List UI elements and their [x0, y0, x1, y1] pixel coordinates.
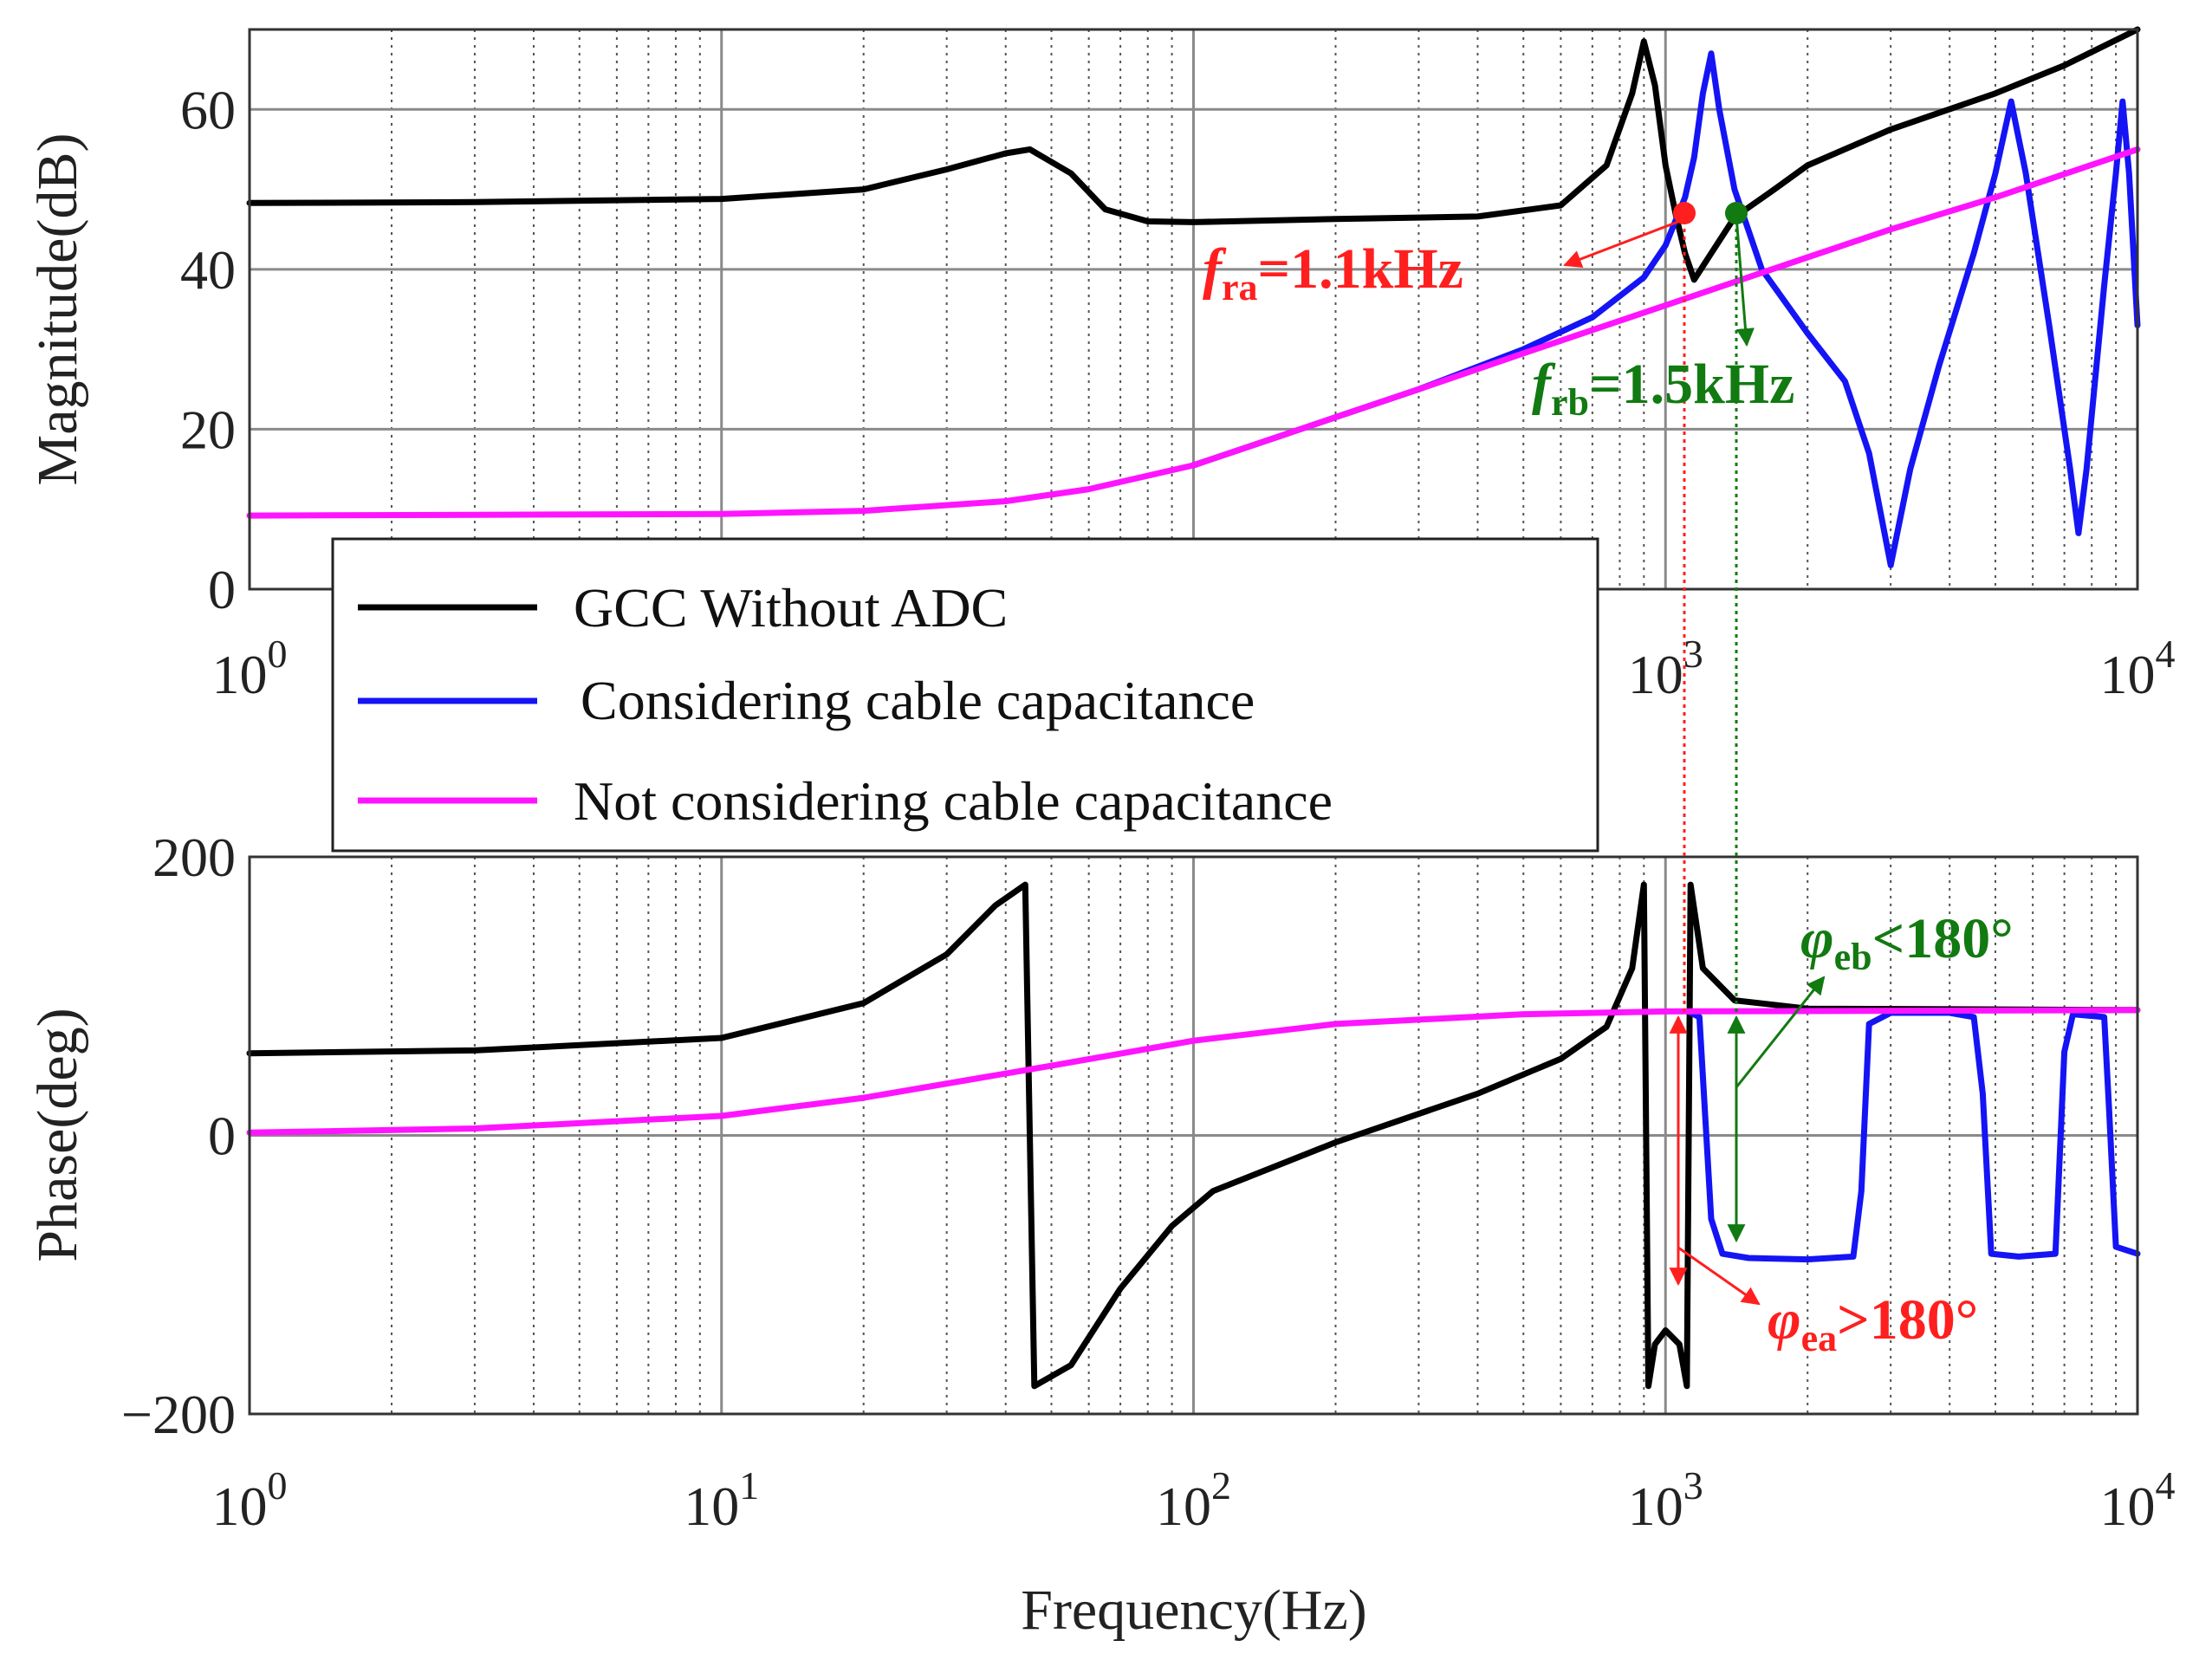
frb-label: frb=1.5kHz: [1532, 353, 1794, 424]
x-tick-label: 100: [212, 632, 288, 705]
y-tick-label: 40: [180, 239, 236, 301]
x-tick-label: 103: [1628, 1463, 1703, 1537]
fra-arrow: [1563, 218, 1683, 269]
fra-marker: [1673, 202, 1696, 224]
legend: GCC Without ADC Considering cable capaci…: [331, 537, 1599, 853]
magnitude-x-ticks: 100 103 104: [212, 632, 2176, 705]
phi-eb-pointer: [1735, 976, 1826, 1088]
phase-y-label: Phase(deg): [26, 1008, 89, 1261]
series-line-gcc-without-adc: [246, 26, 2141, 283]
x-tick-label: 103: [1628, 632, 1703, 705]
phase-panel: −200 0 200 100 101 102 103 104 Phase(deg) Freq…: [26, 827, 2176, 1642]
fra-label: fra=1.1kHz: [1203, 237, 1463, 308]
y-tick-label: 0: [208, 1106, 236, 1167]
y-tick-label: 200: [152, 827, 236, 888]
series-line-gcc-without-adc: [246, 881, 2141, 1390]
frb-arrow: [1735, 216, 1755, 347]
magnitude-series: [246, 26, 2141, 568]
legend-box: [331, 537, 1599, 853]
phase-frame: [248, 855, 2139, 1416]
y-tick-label: −200: [121, 1384, 236, 1445]
phase-series: [246, 881, 2141, 1390]
series-line-not-considering-cable-capacitance: [246, 1007, 2141, 1136]
phi-ea-label: φea>180°: [1768, 1288, 1978, 1359]
annotations: fra=1.1kHz frb=1.5kHz φea>180° φeb<180°: [1203, 202, 2014, 1359]
magnitude-y-ticks: 0 20 40 60: [180, 79, 236, 620]
x-tick-label: 104: [2100, 1463, 2176, 1537]
series-line-considering-cable-capacitance: [1190, 50, 2141, 568]
y-tick-label: 20: [180, 399, 236, 460]
y-tick-label: 0: [208, 559, 236, 620]
x-tick-label: 101: [684, 1463, 759, 1537]
magnitude-y-label: Magnitude(dB): [26, 133, 89, 486]
y-tick-label: 60: [180, 79, 236, 140]
phi-eb-label: φeb<180°: [1800, 907, 2014, 978]
x-tick-label: 102: [1156, 1463, 1231, 1537]
x-tick-label: 104: [2100, 632, 2176, 705]
x-tick-label: 100: [212, 1463, 288, 1537]
phi-ea-pointer: [1677, 1246, 1761, 1306]
phase-y-ticks: −200 0 200: [121, 827, 236, 1445]
series-line-not-considering-cable-capacitance: [246, 146, 2141, 519]
legend-label-gcc: GCC Without ADC: [574, 577, 1008, 639]
legend-label-no-cable: Not considering cable capacitance: [574, 770, 1333, 832]
magnitude-panel: 0 20 40 60 100 103 104 Magnitude(dB): [26, 26, 2176, 705]
frb-marker: [1725, 202, 1748, 224]
x-axis-label: Frequency(Hz): [1021, 1579, 1366, 1642]
phase-x-ticks: 100 101 102 103 104: [212, 1463, 2176, 1537]
series-line-considering-cable-capacitance: [1687, 1009, 2141, 1263]
legend-label-cable: Considering cable capacitance: [581, 670, 1255, 731]
